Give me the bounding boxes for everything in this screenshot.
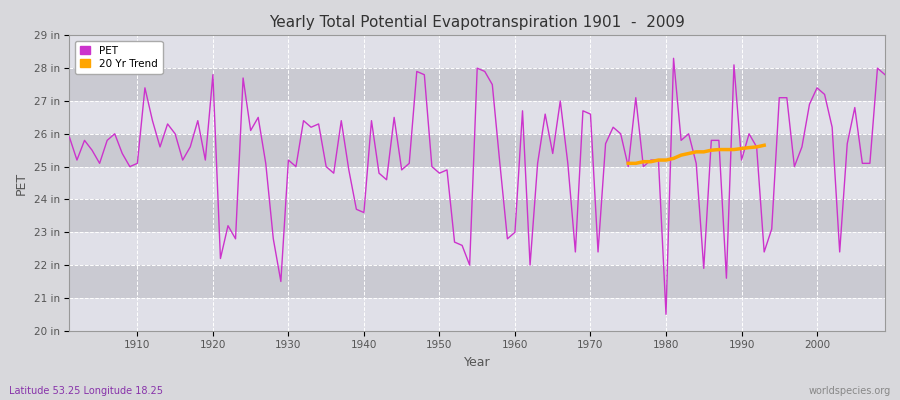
Bar: [69, 265, 885, 298]
Y-axis label: PET: PET: [15, 172, 28, 194]
Bar: [69, 200, 885, 232]
X-axis label: Year: Year: [464, 356, 490, 369]
Bar: [69, 298, 885, 331]
Bar: [69, 68, 885, 101]
Bar: [69, 134, 885, 167]
Bar: [69, 35, 885, 68]
Bar: [69, 167, 885, 200]
Legend: PET, 20 Yr Trend: PET, 20 Yr Trend: [75, 40, 163, 74]
Bar: [69, 232, 885, 265]
Text: worldspecies.org: worldspecies.org: [809, 386, 891, 396]
Text: Latitude 53.25 Longitude 18.25: Latitude 53.25 Longitude 18.25: [9, 386, 163, 396]
Bar: [69, 101, 885, 134]
Title: Yearly Total Potential Evapotranspiration 1901  -  2009: Yearly Total Potential Evapotranspiratio…: [269, 15, 685, 30]
